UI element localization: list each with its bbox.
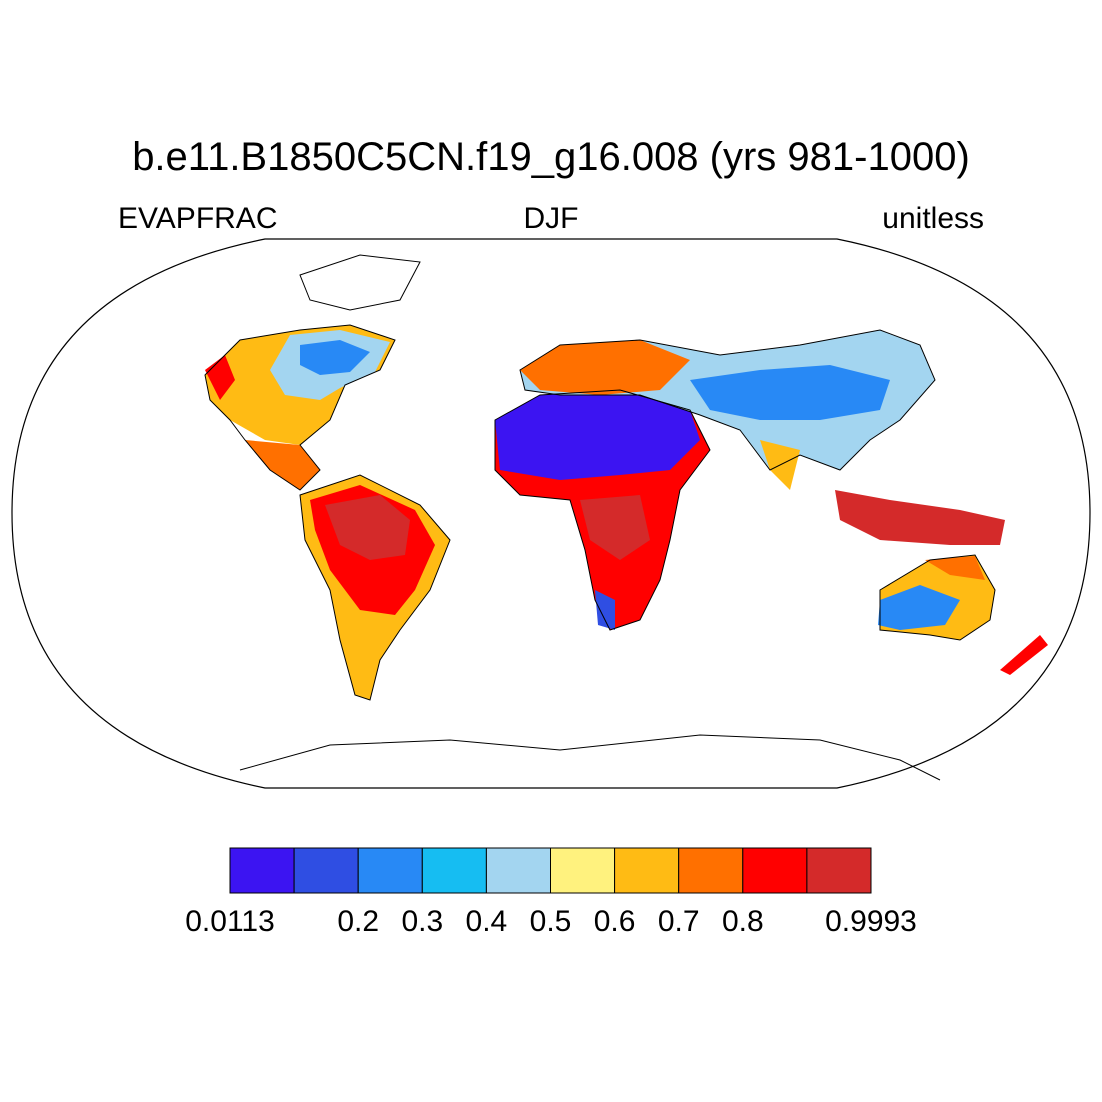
colorbar-box <box>806 847 872 894</box>
colorbar-box <box>742 847 808 894</box>
colorbar-label: 0.9993 <box>825 905 917 938</box>
units-label: unitless <box>882 202 984 235</box>
colorbar-label: 0.7 <box>658 905 700 938</box>
title: b.e11.B1850C5CN.f19_g16.008 (yrs 981-100… <box>132 135 970 179</box>
colorbar-box <box>485 847 551 894</box>
colorbar-label: 0.2 <box>337 905 379 938</box>
colorbar-label: 0.0113 <box>185 905 275 938</box>
colorbar-label: 0.6 <box>594 905 636 938</box>
colorbar-box <box>421 847 487 894</box>
season-label: DJF <box>524 202 579 235</box>
colorbar-box <box>678 847 744 894</box>
colorbar-box <box>357 847 423 894</box>
colorbar-box <box>293 847 359 894</box>
colorbar-label: 0.4 <box>466 905 508 938</box>
colorbar-box <box>550 847 616 894</box>
colorbar-box <box>614 847 680 894</box>
land-fill <box>205 325 1048 700</box>
colorbar-label: 0.5 <box>530 905 572 938</box>
colorbar: 0.0113 0.2 0.3 0.4 0.5 0.6 0.7 0.8 0.9993 <box>185 847 917 938</box>
coastlines <box>204 254 996 781</box>
colorbar-box <box>229 847 295 894</box>
variable-label: EVAPFRAC <box>118 202 277 235</box>
colorbar-label: 0.3 <box>401 905 443 938</box>
map-outline <box>11 238 1091 789</box>
colorbar-label: 0.8 <box>722 905 764 938</box>
